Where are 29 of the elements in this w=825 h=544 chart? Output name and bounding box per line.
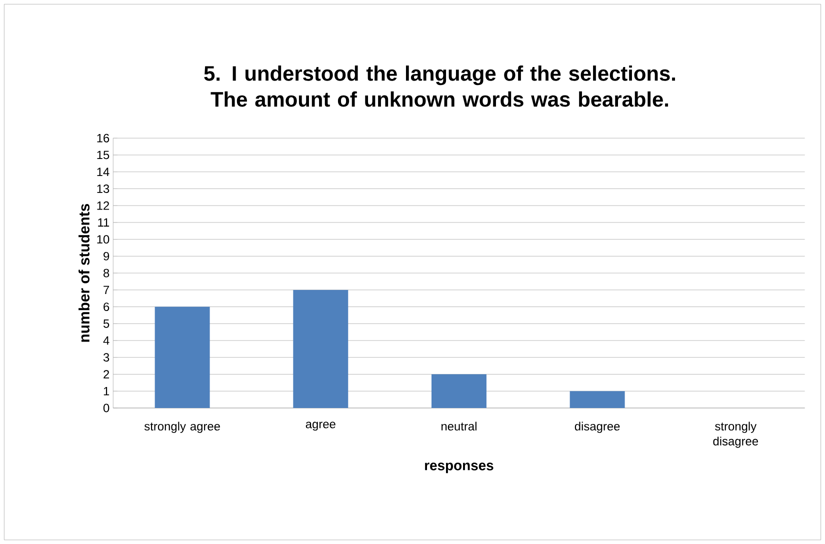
y-tick-label: 12 <box>97 201 110 210</box>
y-axis-title: number of students <box>78 204 90 342</box>
y-tick-label: 14 <box>97 168 110 176</box>
y-tick-label: 8 <box>104 268 110 278</box>
y-tick-label: 10 <box>97 235 110 244</box>
y-tick-label: 9 <box>104 252 110 260</box>
x-tick-label: strongly disagree <box>713 422 758 448</box>
x-tick-label: disagree <box>574 422 620 433</box>
y-tick-label: 15 <box>97 150 110 160</box>
chart-title: 5. I understood the language of the selections. The amount of unknown words was bearable. <box>204 65 675 107</box>
y-tick-label: 7 <box>104 286 110 294</box>
x-tick-label: agree <box>306 422 336 431</box>
y-tick-label: 6 <box>104 302 110 311</box>
x-tick-label: neutral <box>442 422 476 430</box>
bar <box>293 290 348 408</box>
y-tick-label: 5 <box>103 319 110 328</box>
bar <box>570 391 625 408</box>
y-tick-label: 0 <box>103 404 110 412</box>
y-tick-label: 11 <box>98 218 110 227</box>
y-tick-label: 16 <box>97 134 110 142</box>
bar <box>154 306 210 408</box>
bar <box>431 374 486 408</box>
y-tick-label: 1 <box>104 386 110 396</box>
x-tick-label: strongly agree <box>144 422 220 433</box>
y-tick-label: 13 <box>97 184 110 193</box>
x-axis-title: responses <box>425 462 494 474</box>
y-tick-label: 3 <box>103 353 110 362</box>
y-tick-label: 4 <box>103 336 110 345</box>
y-tick-label: 2 <box>104 370 110 378</box>
